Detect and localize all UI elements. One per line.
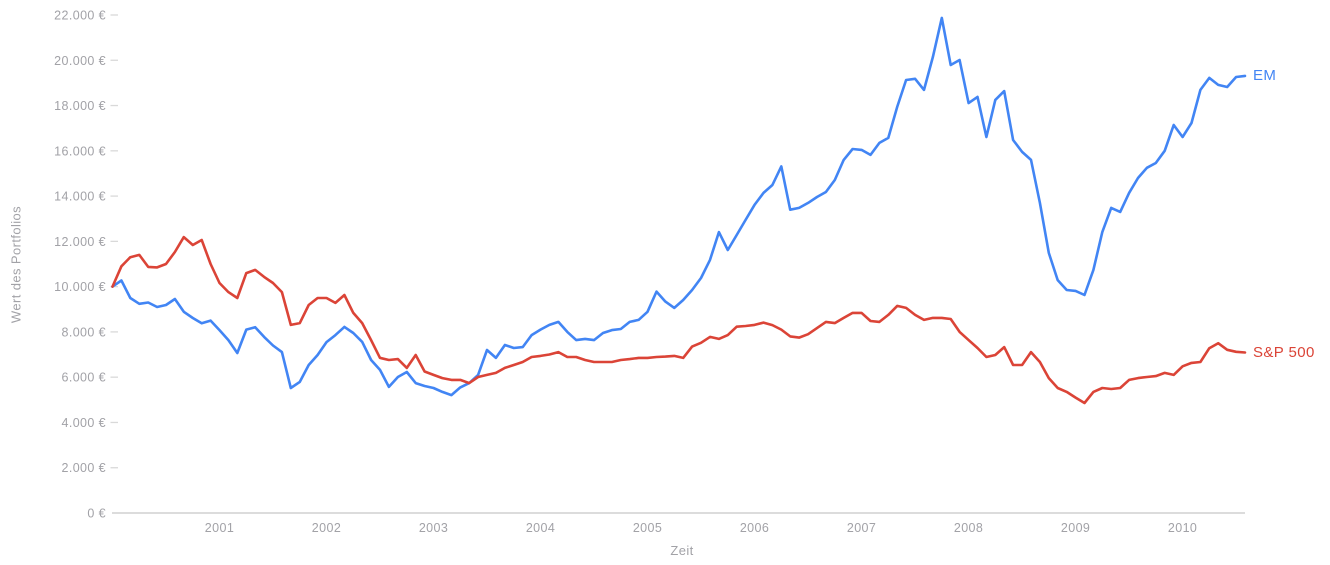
y-tick-label: 4.000 € [61, 416, 106, 430]
y-tick-label: 14.000 € [54, 190, 106, 204]
y-tick-label: 8.000 € [61, 325, 106, 339]
x-tick-label-2003: 2003 [419, 521, 448, 535]
y-tick-label: 12.000 € [54, 235, 106, 249]
sp500-series-label: S&P 500 [1253, 344, 1315, 361]
y-axis-title: Wert des Portfolios [8, 205, 24, 324]
x-tick-label-2009: 2009 [1061, 521, 1090, 535]
y-tick-label: 10.000 € [54, 280, 106, 294]
x-tick-label-2008: 2008 [954, 521, 983, 535]
em-line-series [111, 16, 1247, 397]
em-series-label: EM [1253, 67, 1277, 84]
x-tick-label-2010: 2010 [1168, 521, 1197, 535]
x-axis-title: Zeit [670, 543, 694, 558]
y-tick-label: 22.000 € [54, 9, 106, 23]
y-tick-label: 18.000 € [54, 99, 106, 113]
x-tick-label-2001: 2001 [205, 521, 234, 535]
y-tick-label: 2.000 € [61, 461, 106, 475]
y-tick-label: 6.000 € [61, 371, 106, 385]
y-tick-label: 0 € [87, 507, 106, 521]
x-tick-label-2007: 2007 [847, 521, 876, 535]
x-tick-label-2002: 2002 [312, 521, 341, 535]
y-tick-label: 16.000 € [54, 144, 106, 158]
sp500-line-series [111, 235, 1247, 405]
x-tick-label-2005: 2005 [633, 521, 662, 535]
x-tick-label-2004: 2004 [526, 521, 555, 535]
y-tick-label: 20.000 € [54, 54, 106, 68]
x-tick-label-2006: 2006 [740, 521, 769, 535]
